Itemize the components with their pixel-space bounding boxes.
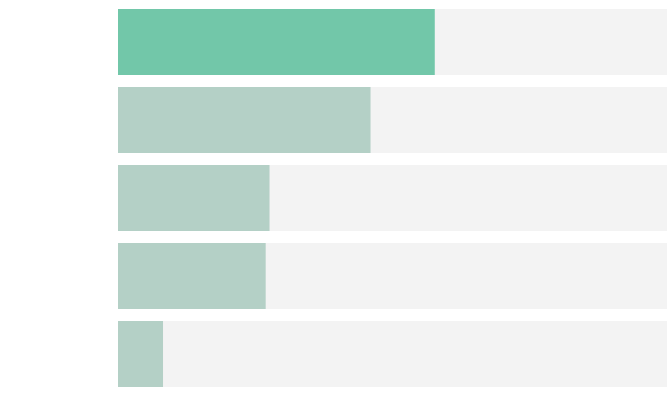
bar-5 <box>118 321 164 387</box>
bar-2 <box>118 87 371 153</box>
bar-4 <box>118 243 266 309</box>
bar-track-5 <box>118 321 667 387</box>
bar-3 <box>118 165 270 231</box>
bar-1 <box>118 9 435 75</box>
